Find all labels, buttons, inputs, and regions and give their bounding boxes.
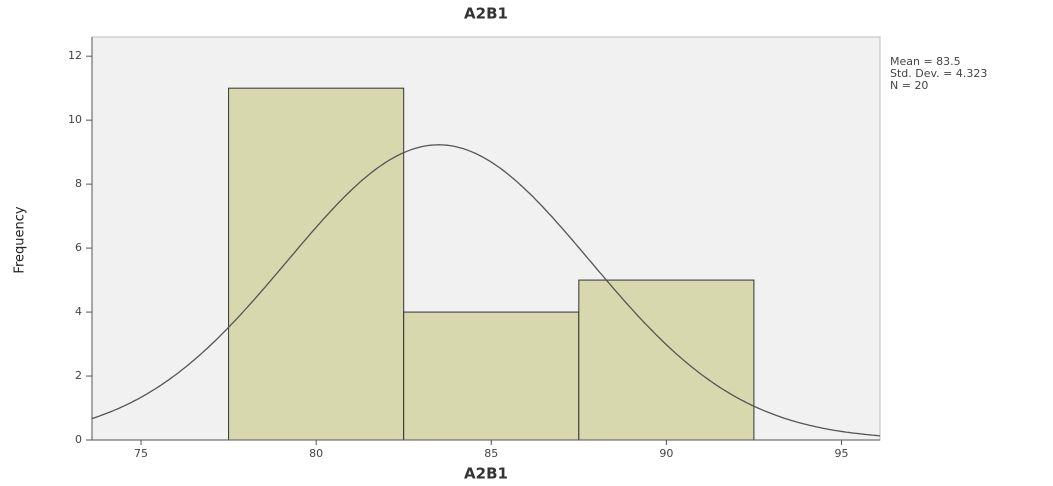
y-tick-label: 12 [68, 49, 82, 62]
stat-label: Mean = 83.5 [890, 55, 961, 68]
normal-curve [91, 144, 881, 437]
y-tick-label: 8 [75, 177, 82, 190]
chart-title: A2B1 [464, 5, 508, 23]
y-tick-label: 10 [68, 113, 82, 126]
y-axis-label: Frequency [13, 206, 28, 273]
x-tick-label: 95 [834, 447, 848, 460]
stat-label: N = 20 [890, 79, 928, 92]
x-tick-label: 80 [309, 447, 323, 460]
x-tick-label: 85 [484, 447, 498, 460]
y-tick-label: 0 [75, 433, 82, 446]
bar [403, 311, 580, 441]
x-tick-label: 90 [659, 447, 673, 460]
stat-label: Std. Dev. = 4.323 [890, 67, 987, 80]
y-tick-label: 4 [75, 305, 82, 318]
y-tick-label: 2 [75, 369, 82, 382]
bar [578, 279, 755, 441]
x-axis-label: A2B1 [464, 465, 508, 483]
x-tick-label: 75 [134, 447, 148, 460]
bar [228, 87, 405, 441]
y-tick-label: 6 [75, 241, 82, 254]
